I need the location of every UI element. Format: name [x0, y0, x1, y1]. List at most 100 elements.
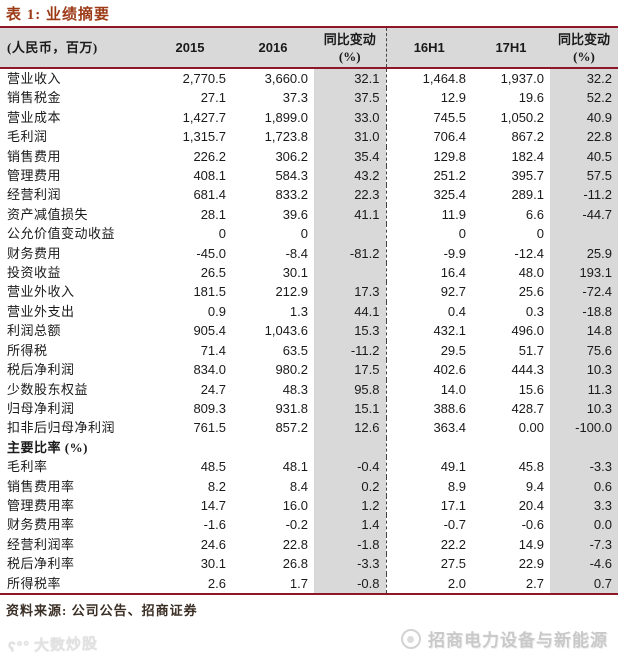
cell: 761.5: [193, 420, 226, 436]
row-label: 毛利率: [7, 459, 48, 475]
cell: 0.4: [385, 301, 472, 322]
table-row: 毛利润 1,315.7 1,723.8 31.0 706.4 867.2 22.8: [0, 127, 618, 147]
cell: 1,899.0: [264, 109, 308, 125]
cell: 9.4: [525, 478, 544, 494]
table-row: 扣非后归母净利润 761.5 857.2 12.6 363.4 0.00 -100.0: [0, 418, 618, 438]
cell: [314, 224, 386, 244]
table-row: 税后净利率 30.1 26.8 -3.3 27.5 22.9 -4.6: [0, 554, 618, 574]
cell: -0.7: [385, 515, 472, 535]
table-row: 所得税率 2.6 1.7 -0.8 2.0 2.7 0.7: [0, 573, 618, 594]
cell: 25.6: [518, 284, 544, 300]
cell: 32.2: [550, 68, 618, 89]
cell: 10.3: [550, 398, 618, 419]
row-label: 归母净利润: [7, 400, 75, 416]
cell: [472, 438, 550, 457]
cell: 1,427.7: [182, 109, 226, 125]
table-row: 营业成本 1,427.7 1,899.0 33.0 745.5 1,050.2 40.9: [0, 107, 618, 128]
cell: 706.4: [385, 127, 472, 147]
table-row: 管理费用 408.1 584.3 43.2 251.2 395.7 57.5: [0, 166, 618, 186]
table-row: 经营利润率 24.6 22.8 -1.8 22.2 14.9 -7.3: [0, 534, 618, 555]
cell: 12.6: [314, 418, 386, 438]
cell: 0.0: [550, 515, 618, 535]
cell: 95.8: [314, 379, 386, 399]
cell: 2.0: [385, 573, 472, 594]
table-row: 管理费用率 14.7 16.0 1.2 17.1 20.4 3.3: [0, 495, 618, 516]
col-header-2016: 2016: [258, 40, 288, 55]
cell: [550, 224, 618, 244]
cell: 40.5: [550, 146, 618, 167]
cell: 39.6: [282, 206, 308, 222]
cell: 1.2: [314, 495, 386, 516]
cell: -4.6: [550, 554, 618, 574]
table-row: 销售费用 226.2 306.2 35.4 129.8 182.4 40.5: [0, 146, 618, 167]
table-row: 少数股东权益 24.7 48.3 95.8 14.0 15.6 11.3: [0, 379, 618, 399]
cell: 0.3: [525, 303, 544, 319]
cell: 33.0: [314, 107, 386, 128]
cell: -8.4: [285, 245, 308, 261]
cell: 8.9: [385, 476, 472, 496]
row-label: 财务费用: [7, 245, 62, 261]
cell: 2.7: [525, 575, 544, 591]
cell: 2.6: [207, 575, 226, 591]
cell: 52.2: [550, 88, 618, 108]
cell: [148, 438, 232, 457]
cell: 24.7: [200, 381, 226, 397]
cell: -100.0: [550, 418, 618, 438]
cell: 24.6: [200, 536, 226, 552]
col-header-yoy-half: 同比变动 (%): [550, 27, 618, 68]
cell: 22.8: [550, 127, 618, 147]
cell: 31.0: [314, 127, 386, 147]
row-label: 税后净利润: [7, 362, 75, 378]
cell: 48.1: [282, 459, 308, 475]
cell: 27.1: [200, 90, 226, 106]
cell: -0.2: [285, 517, 308, 533]
cell: -11.2: [314, 340, 386, 361]
cell: 402.6: [385, 360, 472, 380]
cell: 0: [218, 226, 226, 242]
cell: 32.1: [314, 68, 386, 89]
cell: 30.1: [200, 556, 226, 572]
cell: 0.6: [550, 476, 618, 496]
cell: -81.2: [314, 243, 386, 264]
cell: 26.5: [200, 265, 226, 281]
row-label: 少数股东权益: [7, 381, 89, 397]
cell: 0: [385, 224, 472, 244]
cell: 251.2: [385, 166, 472, 186]
cell: 71.4: [200, 342, 226, 358]
cell: 14.7: [200, 497, 226, 513]
row-label: 公允价值变动收益: [7, 226, 116, 242]
cell: 11.3: [550, 379, 618, 399]
cell: 306.2: [275, 148, 308, 164]
watermark-right: 招商电力设备与新能源: [401, 626, 608, 651]
cell: 43.2: [314, 166, 386, 186]
cell: 1.7: [289, 575, 308, 591]
cell: [550, 437, 618, 458]
cell: 29.5: [385, 340, 472, 361]
cell: 48.3: [282, 381, 308, 397]
cell: 408.1: [193, 168, 226, 184]
cell: 22.9: [518, 556, 544, 572]
cell: 8.2: [207, 478, 226, 494]
row-label: 所得税率: [7, 575, 62, 591]
table-row: 税后净利润 834.0 980.2 17.5 402.6 444.3 10.3: [0, 360, 618, 380]
row-label: 财务费用率: [7, 517, 75, 533]
watermark-left-logo-icon: ʕ°°: [7, 637, 31, 655]
cell: 41.1: [314, 204, 386, 225]
cell: 14.8: [550, 321, 618, 341]
row-label: 营业外支出: [7, 303, 75, 319]
table-row: 营业外收入 181.5 212.9 17.3 92.7 25.6 -72.4: [0, 282, 618, 302]
table-row: 经营利润 681.4 833.2 22.3 325.4 289.1 -11.2: [0, 185, 618, 205]
cell: 63.5: [282, 342, 308, 358]
cell: 30.1: [282, 265, 308, 281]
cell: 931.8: [275, 400, 308, 416]
row-label: 营业外收入: [7, 284, 75, 300]
cell: 51.7: [518, 342, 544, 358]
row-label: 主要比率 (%): [7, 439, 88, 455]
table-row: 营业外支出 0.9 1.3 44.1 0.4 0.3 -18.8: [0, 301, 618, 322]
cell: 325.4: [385, 185, 472, 205]
row-label: 销售税金: [7, 90, 62, 106]
cell: 15.3: [314, 321, 386, 341]
cell: 1,043.6: [264, 323, 308, 339]
cell: 22.8: [282, 536, 308, 552]
cell: 1,050.2: [500, 109, 544, 125]
